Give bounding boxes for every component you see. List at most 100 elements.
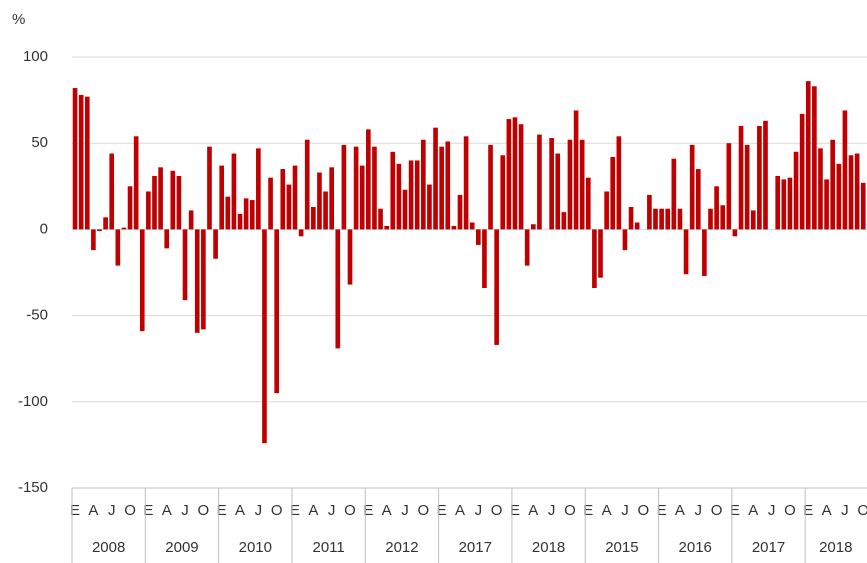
bar bbox=[256, 148, 261, 230]
x-tick-label: O bbox=[198, 502, 210, 519]
bar bbox=[781, 179, 787, 230]
bar bbox=[280, 169, 286, 230]
y-tick-label: 50 bbox=[31, 134, 48, 151]
x-tick-label: E bbox=[363, 502, 373, 519]
bar bbox=[549, 138, 554, 230]
bar bbox=[500, 155, 506, 230]
x-tick-label: A bbox=[602, 502, 612, 519]
bar bbox=[842, 110, 848, 230]
bar bbox=[567, 139, 573, 230]
bar bbox=[194, 229, 200, 333]
group-label: 2010 bbox=[239, 539, 272, 556]
bar bbox=[824, 179, 829, 230]
x-tick-label: J bbox=[108, 502, 116, 519]
bar bbox=[366, 129, 371, 230]
bar bbox=[213, 229, 218, 259]
bar bbox=[634, 222, 640, 230]
bar bbox=[616, 136, 622, 230]
bar bbox=[689, 144, 695, 230]
bar bbox=[133, 136, 139, 230]
bar bbox=[463, 136, 469, 230]
bar bbox=[182, 229, 188, 301]
bar bbox=[622, 229, 628, 251]
bar bbox=[671, 158, 677, 230]
bar bbox=[720, 205, 726, 230]
y-tick-label: -150 bbox=[18, 479, 48, 496]
group-label: 2018 bbox=[532, 539, 565, 556]
bar bbox=[249, 200, 255, 230]
x-tick-label: E bbox=[803, 502, 813, 519]
x-tick-label: J bbox=[181, 502, 189, 519]
x-tick-label: E bbox=[70, 502, 80, 519]
x-tick-label: J bbox=[475, 502, 483, 519]
bar bbox=[860, 182, 866, 230]
x-tick-label: J bbox=[621, 502, 629, 519]
x-tick-label: O bbox=[711, 502, 723, 519]
bar bbox=[262, 229, 267, 444]
bar bbox=[702, 229, 707, 276]
bar bbox=[457, 194, 463, 230]
bar bbox=[555, 153, 561, 230]
bar bbox=[714, 186, 719, 230]
bar bbox=[268, 177, 273, 230]
bar bbox=[787, 177, 793, 230]
bar bbox=[506, 119, 512, 230]
bar bbox=[421, 139, 426, 230]
x-tick-label: O bbox=[124, 502, 136, 519]
bar bbox=[170, 170, 176, 230]
bar bbox=[341, 144, 347, 230]
bar bbox=[836, 163, 842, 230]
x-tick-label: O bbox=[491, 502, 503, 519]
bar bbox=[329, 167, 334, 230]
bar bbox=[372, 146, 377, 230]
bar bbox=[243, 198, 249, 230]
bar bbox=[744, 144, 750, 230]
bar bbox=[512, 117, 518, 230]
x-tick-label: A bbox=[455, 502, 465, 519]
bar bbox=[188, 210, 194, 230]
x-tick-label: E bbox=[510, 502, 520, 519]
x-tick-label: A bbox=[528, 502, 538, 519]
bar bbox=[647, 194, 652, 230]
bar bbox=[219, 165, 225, 230]
group-label: 2017 bbox=[459, 539, 492, 556]
bar bbox=[451, 225, 457, 230]
x-tick-label: E bbox=[217, 502, 227, 519]
group-label: 2008 bbox=[92, 539, 125, 556]
bar bbox=[378, 208, 383, 230]
x-tick-label: A bbox=[675, 502, 685, 519]
x-tick-label: E bbox=[730, 502, 740, 519]
bar bbox=[84, 96, 90, 230]
bar bbox=[628, 206, 634, 230]
y-tick-label: 100 bbox=[23, 48, 48, 65]
bar bbox=[72, 88, 78, 230]
x-tick-label: J bbox=[695, 502, 703, 519]
bar bbox=[653, 208, 658, 230]
bar bbox=[805, 81, 811, 230]
bar bbox=[579, 139, 585, 230]
bar bbox=[665, 208, 671, 230]
y-tick-label: -100 bbox=[18, 393, 48, 410]
x-tick-label: E bbox=[290, 502, 300, 519]
bar bbox=[323, 191, 328, 230]
x-tick-label: O bbox=[271, 502, 283, 519]
bar bbox=[573, 110, 579, 230]
bar bbox=[561, 212, 567, 230]
bar bbox=[585, 177, 591, 230]
bar bbox=[335, 229, 341, 349]
x-tick-label: A bbox=[235, 502, 245, 519]
x-tick-label: J bbox=[328, 502, 336, 519]
x-tick-label: O bbox=[417, 502, 429, 519]
bar bbox=[610, 156, 616, 230]
x-tick-label: O bbox=[784, 502, 796, 519]
bar bbox=[158, 167, 163, 230]
x-tick-label: J bbox=[401, 502, 409, 519]
bar bbox=[390, 151, 396, 230]
bar bbox=[396, 163, 402, 230]
bar bbox=[127, 186, 133, 230]
bar bbox=[524, 229, 530, 266]
bar bbox=[414, 160, 420, 230]
x-tick-label: E bbox=[583, 502, 593, 519]
bar bbox=[78, 94, 84, 230]
